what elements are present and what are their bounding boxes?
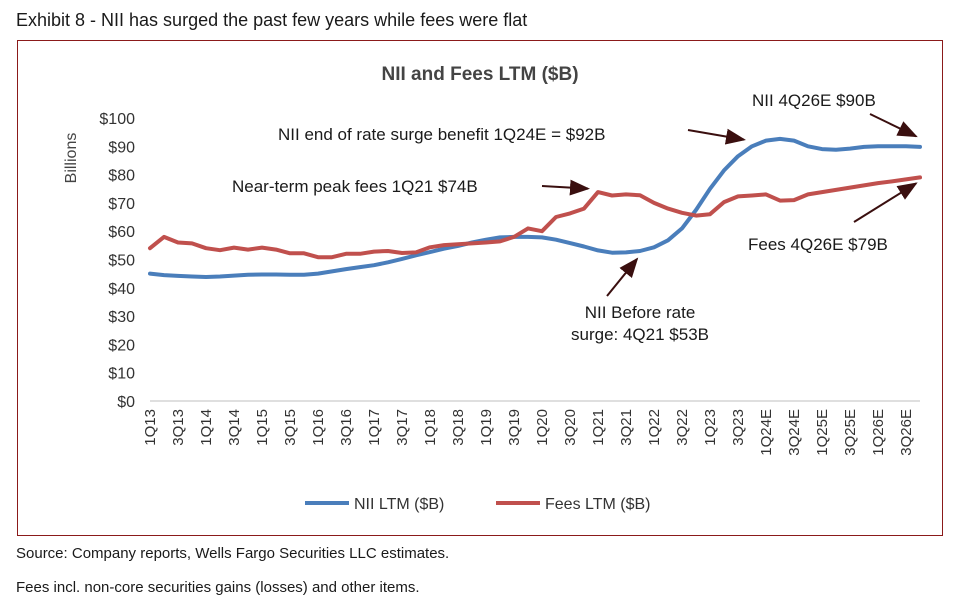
annotation-nii-peak: NII end of rate surge benefit 1Q24E = $9… [278,125,605,144]
annotation-nii-trough-line1: NII Before rate [585,303,696,322]
x-axis: 1Q13 3Q13 1Q14 3Q14 1Q15 3Q15 1Q16 3Q16 1Q17 3Q17… [142,400,920,456]
x-tick-label: 3Q21 [618,409,635,446]
arrow-nii-trough [606,257,639,297]
x-tick-label: 1Q26E [870,409,887,456]
x-tick-label: 3Q17 [394,409,411,446]
x-tick-label: 1Q18 [422,409,439,446]
x-tick-label: 3Q25E [842,409,859,456]
y-tick-label: $100 [99,111,135,128]
y-tick-label: $80 [108,168,135,185]
y-tick-label: $90 [108,139,135,156]
x-tick-label: 1Q16 [310,409,327,446]
y-tick-label: $0 [117,394,135,411]
footnote: Fees incl. non-core securities gains (lo… [16,579,420,596]
annotation-layer: NII 4Q26E $90B NII end of rate surge bene… [232,91,918,344]
x-tick-label: 3Q18 [450,409,467,446]
y-tick-label: $60 [108,224,135,241]
exhibit-title: Exhibit 8 - NII has surged the past few … [16,10,528,30]
annotation-fees-peak: Near-term peak fees 1Q21 $74B [232,177,478,196]
y-tick-label: $70 [108,196,135,213]
x-tick-label: 3Q19 [506,409,523,446]
x-tick-label: 1Q22 [646,409,663,446]
x-tick-label: 1Q23 [702,409,719,446]
y-tick-label: $50 [108,253,135,270]
x-tick-label: 1Q19 [478,409,495,446]
arrow-fees-4q26e [853,182,918,223]
x-tick-label: 3Q14 [226,409,243,446]
y-axis: $0 $10 $20 $30 $40 $50 $60 $70 $80 $90 $100 [99,111,135,411]
x-tick-label: 1Q15 [254,409,271,446]
x-tick-label: 3Q23 [730,409,747,446]
arrow-nii-peak [687,128,746,145]
x-tick-label: 1Q24E [758,409,775,456]
x-tick-label: 1Q17 [366,409,383,446]
chart-frame [17,40,943,536]
x-tick-label: 3Q26E [898,409,915,456]
x-tick-label: 3Q15 [282,409,299,446]
arrow-fees-peak [541,179,590,196]
legend-fees-label: Fees LTM ($B) [545,496,651,513]
x-tick-label: 1Q14 [198,409,215,446]
y-axis-label: Billions [63,133,80,184]
x-tick-label: 3Q20 [562,409,579,446]
x-tick-label: 1Q13 [142,409,159,446]
x-tick-label: 1Q21 [590,409,607,446]
annotation-nii-trough-line2: surge: 4Q21 $53B [571,325,709,344]
annotation-nii-4q26e: NII 4Q26E $90B [752,91,876,110]
legend: NII LTM ($B) Fees LTM ($B) [305,496,651,513]
x-tick-label: 1Q20 [534,409,551,446]
y-tick-label: $30 [108,309,135,326]
y-tick-label: $40 [108,281,135,298]
source-note: Source: Company reports, Wells Fargo Sec… [16,545,450,562]
arrow-nii-4q26e [869,113,918,138]
x-tick-label: 3Q16 [338,409,355,446]
x-tick-label: 3Q22 [674,409,691,446]
nii-series-line [148,136,922,279]
series-layer [148,136,922,279]
fees-series-line [148,175,922,260]
chart-title: NII and Fees LTM ($B) [381,64,578,85]
x-tick-label: 1Q25E [814,409,831,456]
y-tick-label: $10 [108,366,135,383]
annotation-fees-4q26e: Fees 4Q26E $79B [748,235,888,254]
legend-nii-label: NII LTM ($B) [354,496,444,513]
y-tick-label: $20 [108,337,135,354]
x-tick-label: 3Q24E [786,409,803,456]
x-tick-label: 3Q13 [170,409,187,446]
